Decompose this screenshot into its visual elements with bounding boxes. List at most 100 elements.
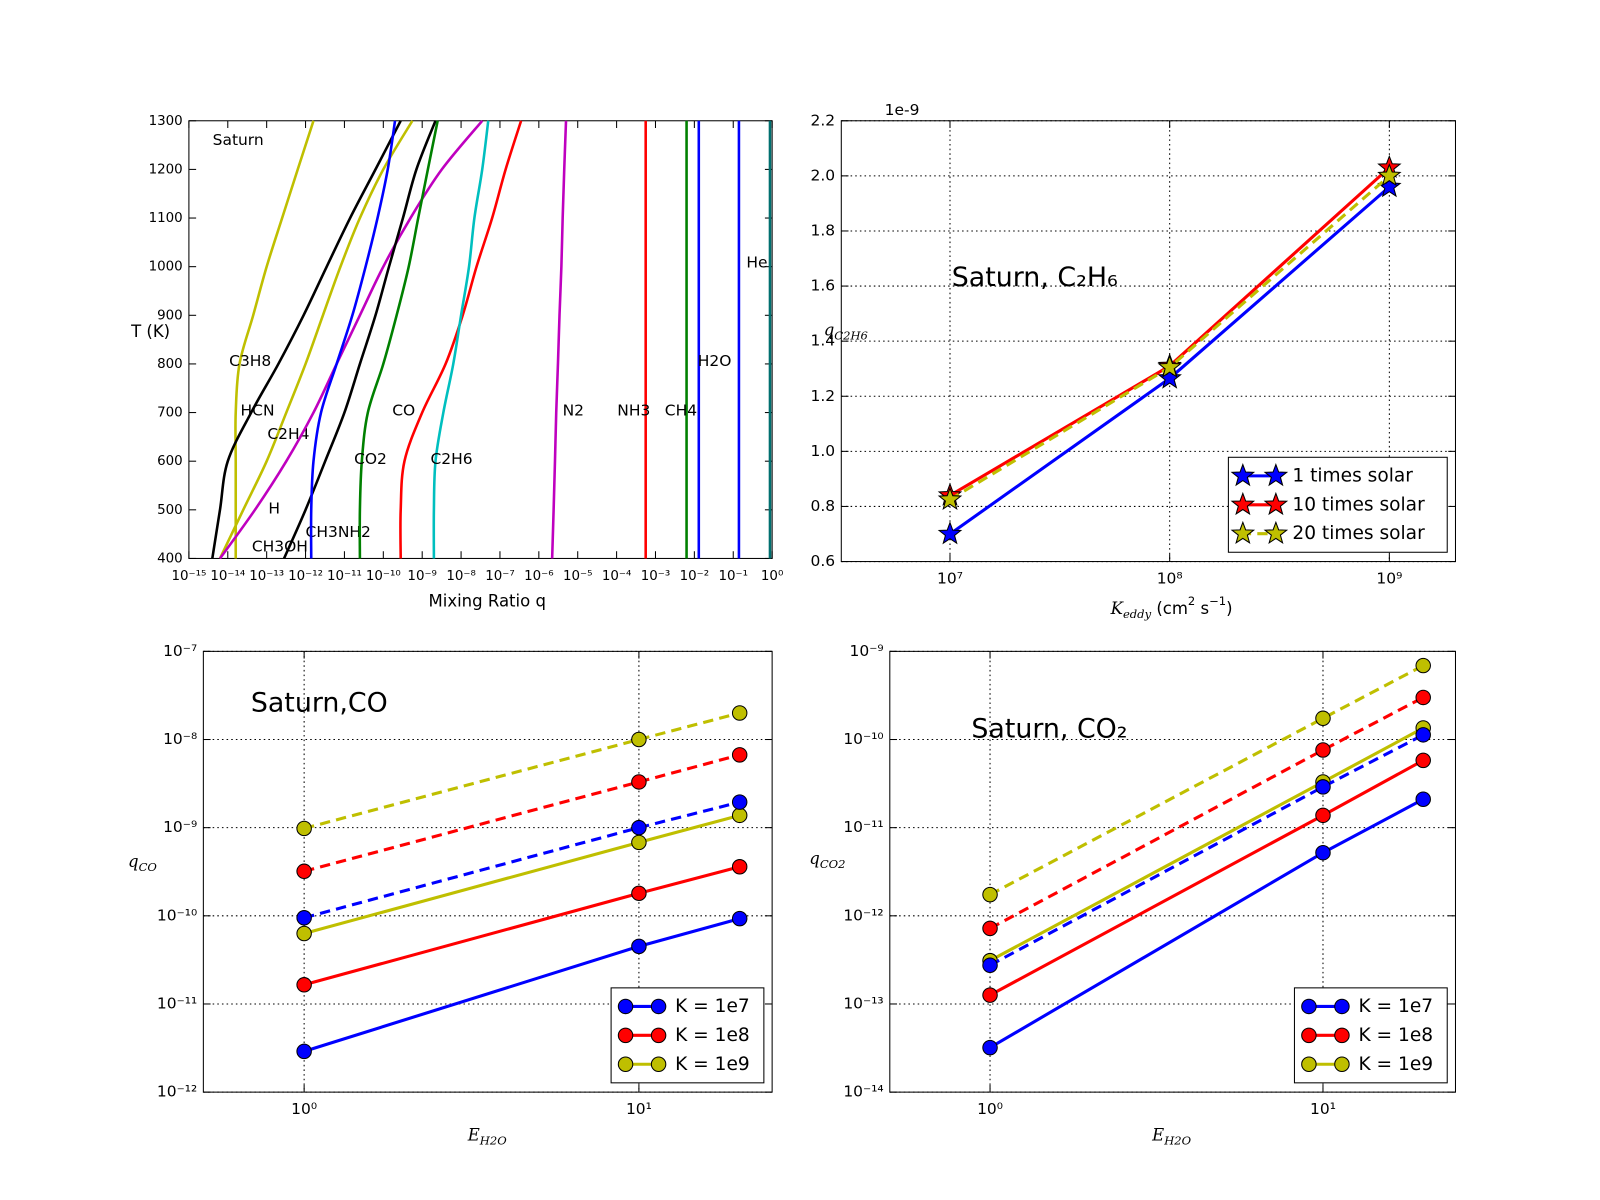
legend-label: 20 times solar	[1292, 523, 1425, 544]
series-line	[989, 696, 1424, 930]
marker	[1415, 752, 1431, 769]
series-line	[989, 664, 1424, 896]
label-part: )	[1226, 599, 1232, 618]
marker	[1415, 657, 1431, 674]
label-part: E	[1151, 1125, 1164, 1144]
series-line	[989, 733, 1424, 967]
curve-label: N2	[563, 401, 584, 419]
y-tick-label: 1.8	[810, 221, 835, 239]
x-tick-label: 10⁰	[977, 1100, 1003, 1118]
x-tick-label: 10⁻¹⁰	[366, 569, 401, 584]
x-tick-label: 10⁻²	[680, 569, 710, 584]
plot-frame	[840, 120, 1456, 563]
y-tick-label: 800	[157, 357, 183, 372]
marker	[296, 977, 312, 993]
curve-label: CH4	[665, 401, 697, 419]
series-line	[303, 865, 741, 987]
profile-line	[218, 120, 414, 560]
y-axis-label: T (K)	[130, 322, 170, 341]
y-tick-label: 900	[157, 308, 183, 323]
legend-label: K = 1e8	[675, 1025, 750, 1046]
x-tick-label: 10⁻¹⁵	[171, 569, 206, 584]
x-tick-label: 10⁻¹²	[288, 569, 323, 584]
marker	[296, 910, 312, 926]
x-tick-label: 10⁻¹³	[249, 569, 284, 584]
marker	[937, 486, 963, 510]
y-tick-label: 10⁻¹⁰	[843, 730, 883, 748]
y-tick-label: 1.2	[810, 387, 835, 405]
profile-line	[399, 120, 523, 559]
profile-line	[234, 120, 315, 559]
label-part: q	[809, 848, 820, 867]
label-part: −1	[1209, 593, 1226, 607]
curve-label: H2O	[698, 352, 732, 370]
y-tick-label: 1.0	[810, 442, 835, 460]
curve-label: CH3OH	[252, 538, 308, 556]
x-axis-label: Mixing Ratio q	[429, 591, 546, 610]
marker	[731, 747, 748, 763]
legend-label: 1 times solar	[1292, 465, 1413, 486]
x-tick-label: 10⁻³	[641, 569, 671, 584]
profile-line	[218, 119, 484, 560]
marker	[1315, 779, 1331, 795]
curve-label: NH3	[617, 401, 650, 419]
y-tick-label: 1000	[149, 260, 183, 275]
label-part: (cm	[1151, 599, 1188, 618]
marker	[982, 957, 998, 973]
legend-marker	[1334, 1056, 1350, 1072]
label-part: CO2	[820, 857, 846, 871]
profile-line	[358, 120, 439, 559]
series-line	[989, 759, 1424, 997]
x-tick-label: 10¹	[626, 1100, 652, 1118]
y-tick-label: 1100	[149, 211, 183, 226]
legend-marker	[617, 998, 634, 1015]
series-line	[989, 726, 1424, 963]
marker	[731, 794, 748, 810]
legend-marker	[1334, 998, 1350, 1015]
y-tick-label: 10⁻⁹	[163, 818, 197, 836]
x-tick-label: 10⁻¹⁴	[210, 569, 245, 584]
legend-marker	[1263, 520, 1289, 545]
marker	[937, 521, 963, 545]
plot-frame	[188, 120, 773, 559]
x-tick-label: 10⁻¹	[718, 569, 748, 584]
label-part: s	[1195, 599, 1209, 618]
chart-title: Saturn,CO	[251, 688, 388, 719]
marker	[296, 925, 312, 942]
legend-label: K = 1e7	[675, 996, 750, 1017]
legend-label: K = 1e9	[675, 1054, 750, 1075]
profile-line	[550, 120, 568, 559]
series-line	[303, 813, 741, 936]
chart-title: Saturn, C₂H₆	[952, 262, 1118, 293]
profile-line	[211, 120, 402, 559]
label-part: C2H6	[834, 329, 868, 343]
profile-line	[309, 120, 397, 559]
marker	[631, 885, 647, 902]
legend-marker	[1230, 463, 1256, 487]
legend-marker	[1230, 520, 1256, 545]
curve-label: CH3NH2	[306, 523, 371, 541]
curve-label: C3H8	[229, 352, 271, 370]
curve-label: CO	[392, 401, 415, 419]
x-tick-label: 10⁻⁴	[602, 569, 632, 584]
legend-marker	[1301, 1056, 1317, 1072]
marker	[296, 1043, 312, 1060]
annotation: Saturn	[213, 131, 264, 149]
marker	[631, 731, 647, 748]
y-tick-label: 700	[157, 406, 183, 421]
marker	[1157, 365, 1182, 389]
legend-label: K = 1e9	[1358, 1054, 1433, 1075]
marker	[982, 1039, 998, 1056]
y-tick-label: 10⁻¹²	[157, 1083, 197, 1101]
label-part: E	[467, 1125, 480, 1144]
label-part: eddy	[1123, 607, 1152, 621]
series-line	[303, 753, 741, 873]
marker	[296, 863, 312, 880]
y-axis-label: qCO	[128, 851, 157, 874]
label-part: K	[1110, 599, 1125, 618]
legend-label: 10 times solar	[1292, 494, 1425, 515]
legend-marker	[650, 1027, 667, 1044]
marker	[1315, 844, 1331, 861]
